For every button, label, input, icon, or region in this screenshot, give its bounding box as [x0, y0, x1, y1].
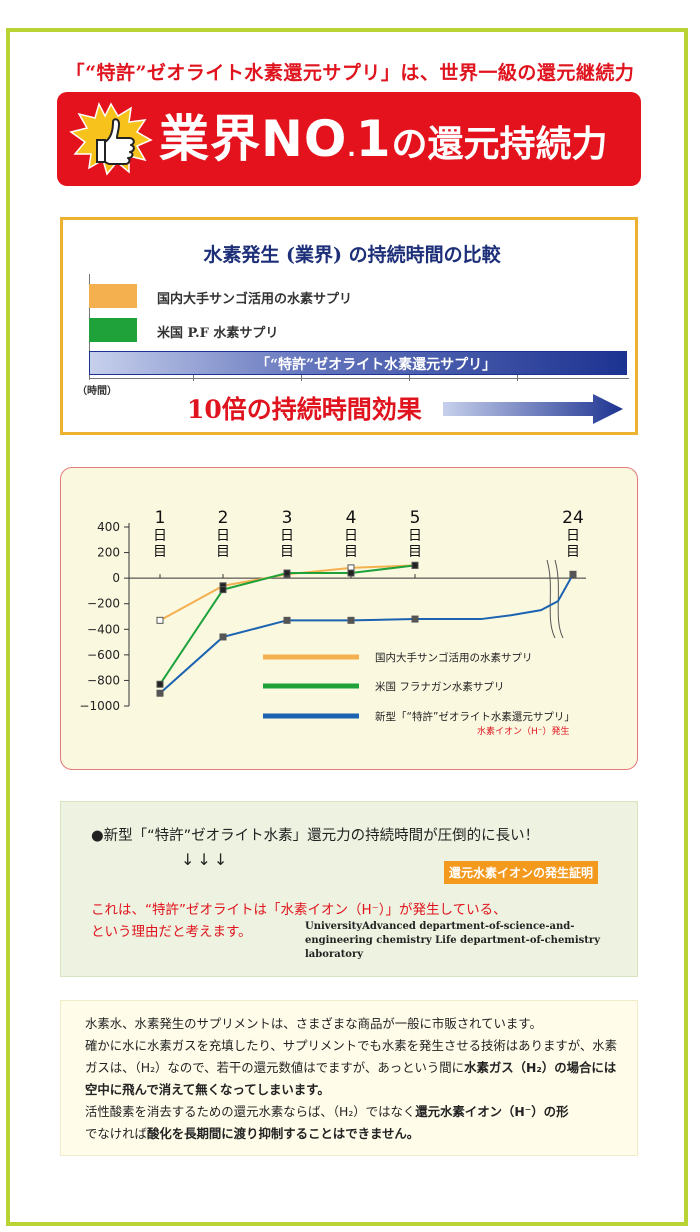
banner-main: 業界NO	[159, 110, 348, 168]
data-point	[219, 586, 227, 594]
data-point	[156, 689, 164, 697]
y-tick-label: −1000	[79, 699, 120, 713]
x-label-me: 目	[408, 544, 422, 560]
thumbs-up-icon	[69, 102, 153, 176]
y-tick-label: −400	[87, 622, 120, 636]
explanation-p4-bold: 酸化を長期間に渡り抑制することはできません。	[146, 1126, 420, 1141]
explanation-p2: 確かに水に水素ガスを充填したり、サプリメントでも水素を発生させる技術はありますが…	[85, 1035, 625, 1101]
explanation-p4-text: でなければ	[85, 1126, 147, 1141]
explanation-text: 水素水、水素発生のサプリメントは、さまざまな商品が一般に市販されています。 確か…	[85, 1013, 625, 1145]
series-line	[159, 564, 416, 685]
x-label-number: 24	[562, 508, 584, 528]
comparison-title: 水素発生 (業界) の持続時間の比較	[203, 244, 501, 266]
laboratory-credit-1: UniversityAdvanced department-of-science…	[305, 921, 575, 932]
explanation-p2-bold: 水素ガス（H₂）の場合には空中に飛んで消えて無くなってしまいます。	[85, 1060, 617, 1097]
claim-reason-1: これは、“特許”ゼオライトは「水素イオン（H⁻）」が発生している、	[91, 902, 507, 918]
x-label-number: 3	[282, 508, 293, 528]
legend-label: 新型「“特許”ゼオライト水素還元サプリ」	[375, 710, 575, 723]
x-label-day: 日	[216, 528, 230, 544]
x-label-day: 日	[408, 528, 422, 544]
explanation-p3: 活性酸素を消去するための還元水素ならば、（H₂）ではなく還元水素イオン（H⁻）の…	[85, 1101, 625, 1123]
x-label-number: 4	[346, 508, 357, 528]
proof-badge: 還元水素イオンの発生証明	[444, 861, 599, 884]
explanation-p2-text: 確かに水に水素ガスを充填したり、サプリメントでも水素を発生させる技術はありますが…	[85, 1038, 618, 1075]
laboratory-credit: UniversityAdvanced department-of-science…	[305, 920, 625, 962]
comparison-tick	[409, 375, 410, 381]
y-tick-label: 0	[112, 571, 120, 585]
claim-reason-2: という理由だと考えます。	[91, 924, 252, 940]
comparison-bar-zeolite: 「“特許”ゼオライト水素還元サプリ」	[89, 351, 627, 375]
data-point	[156, 680, 164, 688]
x-label-number: 2	[218, 508, 229, 528]
x-label-me: 目	[344, 544, 358, 560]
x-label-me: 目	[216, 544, 230, 560]
data-point	[283, 616, 291, 624]
line-chart: 4002000−200−400−600−800−10001日目2日目3日目4日目…	[79, 508, 586, 737]
x-label-day: 日	[566, 528, 580, 544]
legend-label: 国内大手サンゴ活用の水素サプリ	[375, 651, 533, 664]
y-tick-label: 200	[97, 546, 120, 560]
explanation-panel: 水素水、水素発生のサプリメントは、さまざまな商品が一般に市販されています。 確か…	[60, 1000, 638, 1156]
comparison-label-coral: 国内大手サンゴ活用の水素サプリ	[157, 292, 353, 307]
x-label-number: 1	[155, 508, 166, 528]
down-arrows: ↓↓↓	[181, 850, 231, 869]
annotation-label: 水素イオン（H⁻）発生	[477, 725, 570, 737]
explanation-p3-text: 活性酸素を消去するための還元水素ならば、（H₂）ではなく	[85, 1104, 416, 1119]
y-tick-label: −200	[87, 597, 120, 611]
x-label-me: 目	[153, 544, 167, 560]
comparison-label-us: 米国 P.F 水素サプリ	[157, 326, 279, 341]
effect-text: 10倍の持続時間効果	[187, 395, 422, 424]
banner-tail: の還元持続力	[391, 124, 608, 165]
y-tick-label: 400	[97, 520, 120, 534]
x-label-day: 日	[280, 528, 294, 544]
arrow-right-icon	[443, 394, 623, 424]
claim-main: ●新型「“特許”ゼオライト水素」還元力の持続時間が圧倒的に長い！	[91, 828, 540, 844]
explanation-p4: でなければ酸化を長期間に渡り抑制することはできません。	[85, 1123, 625, 1145]
data-point	[569, 570, 577, 578]
y-tick-label: −600	[87, 648, 120, 662]
comparison-tick	[517, 375, 518, 381]
banner-dot: .	[347, 137, 356, 162]
comparison-bar-coral	[89, 284, 137, 308]
x-label-day: 日	[153, 528, 167, 544]
data-point	[219, 633, 227, 641]
headline: 「“特許”ゼオライト水素還元サプリ」は、世界一級の還元継続力	[65, 62, 635, 84]
comparison-bar-us	[89, 318, 137, 342]
data-point	[411, 561, 419, 569]
x-label-day: 日	[344, 528, 358, 544]
comparison-tick	[193, 375, 194, 381]
explanation-p3-bold: 還元水素イオン（H⁻）の形	[415, 1104, 569, 1119]
y-tick-label: −800	[87, 673, 120, 687]
series-line	[159, 573, 574, 694]
claim-panel: ●新型「“特許”ゼオライト水素」還元力の持続時間が圧倒的に長い！ ↓↓↓ 還元水…	[60, 801, 638, 977]
comparison-label-zeolite: 「“特許”ゼオライト水素還元サプリ」	[256, 357, 497, 373]
legend-label: 米国 フラナガン水素サプリ	[375, 680, 504, 693]
comparison-axis-label: （時間）	[77, 386, 117, 397]
line-chart-panel: 400 200 0 −200 −400 −600 −800 −1000 1 日目 2 日目 3 日目 4 日目…	[60, 467, 638, 770]
comparison-x-axis	[89, 378, 629, 379]
data-point	[347, 569, 355, 577]
x-label-me: 目	[566, 544, 580, 560]
x-label-me: 目	[280, 544, 294, 560]
x-label-number: 5	[410, 508, 421, 528]
data-point	[283, 569, 291, 577]
banner-text: 業界NO.1の還元持続力	[159, 104, 608, 174]
title-banner: 業界NO.1の還元持続力	[57, 92, 641, 186]
comparison-tick	[301, 375, 302, 381]
data-point	[347, 616, 355, 624]
banner-one: 1	[355, 110, 392, 168]
data-point	[411, 615, 419, 623]
comparison-panel: 水素発生 (業界) の持続時間の比較 国内大手サンゴ活用の水素サプリ 米国 P.…	[60, 217, 638, 435]
data-point	[156, 616, 164, 624]
laboratory-credit-2: engineering chemistry Life department-of…	[305, 935, 601, 960]
explanation-p1: 水素水、水素発生のサプリメントは、さまざまな商品が一般に市販されています。	[85, 1016, 542, 1031]
axis-break-mark	[546, 559, 556, 639]
